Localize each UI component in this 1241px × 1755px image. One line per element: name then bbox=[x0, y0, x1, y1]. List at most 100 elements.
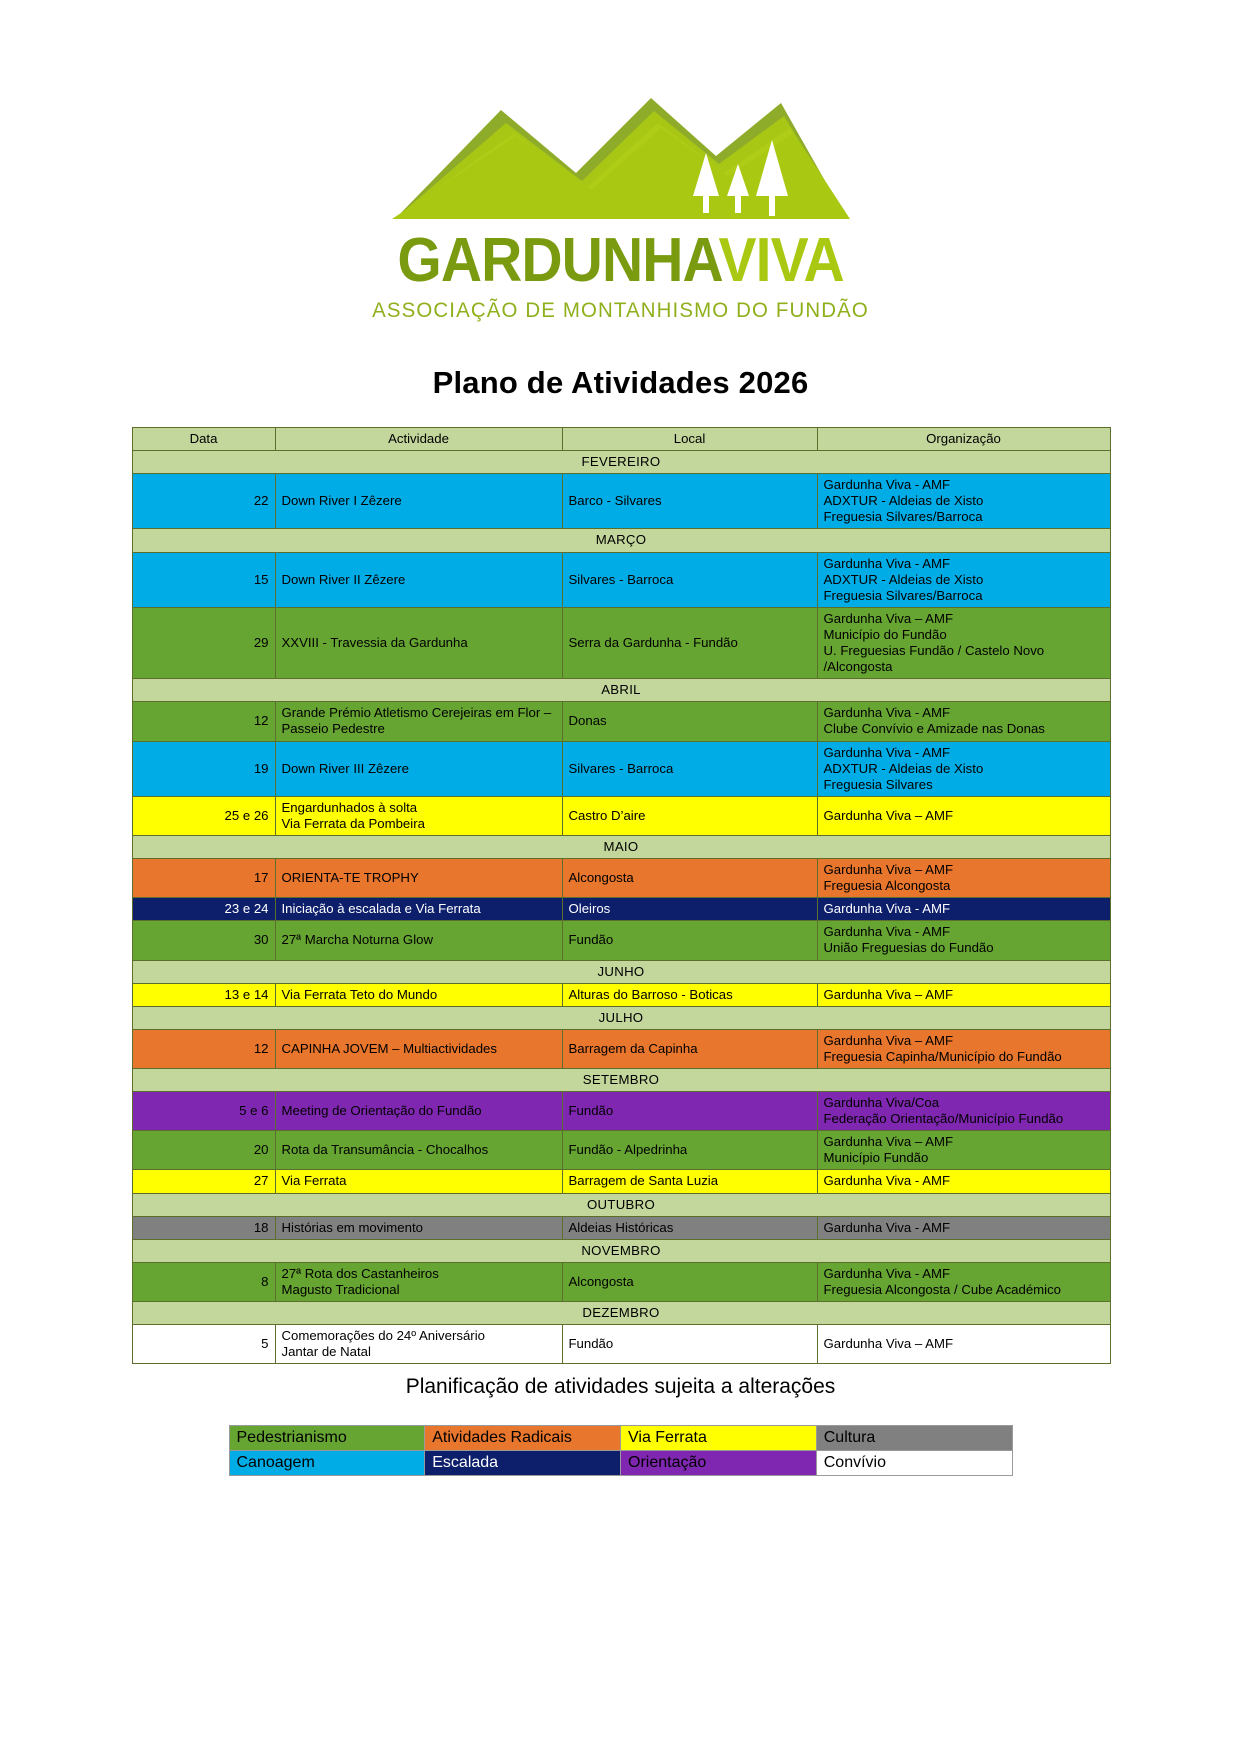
cell-date: 17 bbox=[131, 858, 276, 899]
cell-local: Barco - Silvares bbox=[561, 473, 818, 530]
cell-organization: Gardunha Viva - AMF bbox=[816, 897, 1111, 922]
logo-word-viva: VIVA bbox=[718, 226, 844, 295]
cell-organization: Gardunha Viva – AMF bbox=[816, 1324, 1111, 1365]
table-row: 25 e 26 Engardunhados à solta Via Ferrata… bbox=[131, 795, 1111, 836]
table-footnote: Planificação de atividades sujeita a alt… bbox=[405, 1375, 836, 1399]
month-label: JULHO bbox=[131, 1005, 1111, 1030]
legend-table: Pedestrianismo Atividades Radicais Via Fer… bbox=[228, 1425, 1013, 1477]
cell-activity: Down River II Zêzere bbox=[274, 551, 563, 608]
cell-activity: CAPINHA JOVEM – Multiactividades bbox=[274, 1028, 563, 1070]
cell-activity: Engardunhados à solta Via Ferrata da Pom… bbox=[274, 795, 563, 836]
logo-block: GARDUNHAVIVA ASSOCIAÇÃO DE MONTANHISMO D… bbox=[0, 0, 1241, 323]
cell-organization: Gardunha Viva - AMF Clube Convívio e Ami… bbox=[816, 701, 1111, 742]
cell-organization: Gardunha Viva – AMF bbox=[816, 795, 1111, 836]
logo-subtitle: ASSOCIAÇÃO DE MONTANHISMO DO FUNDÃO bbox=[372, 298, 869, 322]
table-row: 18 Histórias em movimento Aldeias Históric… bbox=[131, 1215, 1111, 1240]
month-separator-row: OUTUBRO bbox=[131, 1192, 1111, 1217]
cell-date: 12 bbox=[131, 701, 276, 742]
table-row: 23 e 24 Iniciação à escalada e Via Ferrat… bbox=[131, 897, 1111, 922]
table-row: 5 Comemorações do 24º Aniversário Jantar … bbox=[131, 1324, 1111, 1365]
legend-wrapper: Pedestrianismo Atividades Radicais Via Fer… bbox=[228, 1425, 1013, 1477]
table-row: 5 e 6 Meeting de Orientação do Fundão Fund… bbox=[131, 1091, 1111, 1132]
legend-item-canoagem: Canoagem bbox=[228, 1450, 426, 1477]
cell-activity: Rota da Transumância - Chocalhos bbox=[274, 1130, 563, 1171]
table-row: 30 27ª Marcha Noturna Glow Fundão Gardunha … bbox=[131, 920, 1111, 961]
cell-activity: XXVIII - Travessia da Gardunha bbox=[274, 606, 563, 680]
table-row: 15 Down River II Zêzere Silvares - Barroca… bbox=[131, 551, 1111, 608]
column-header: Actividade bbox=[274, 426, 563, 452]
logo-wordmark: GARDUNHAVIVA bbox=[397, 230, 844, 292]
cell-organization: Gardunha Viva - AMF bbox=[816, 1215, 1111, 1240]
activities-table-wrapper: Data Actividade Local Organização FEVEREIRO 2… bbox=[131, 426, 1111, 1365]
month-separator-row: JUNHO bbox=[131, 959, 1111, 984]
table-row: 22 Down River I Zêzere Barco - Silvares Gar… bbox=[131, 473, 1111, 530]
column-header: Organização bbox=[816, 426, 1111, 452]
cell-local: Fundão bbox=[561, 1324, 818, 1365]
cell-local: Fundão - Alpedrinha bbox=[561, 1130, 818, 1171]
cell-activity: Via Ferrata bbox=[274, 1169, 563, 1194]
table-row: 8 27ª Rota dos Castanheiros Magusto Tradi… bbox=[131, 1261, 1111, 1303]
cell-organization: Gardunha Viva – AMF Freguesia Capinha/Mu… bbox=[816, 1028, 1111, 1070]
legend-item-radicais: Atividades Radicais bbox=[424, 1425, 621, 1452]
legend-item-escalada: Escalada bbox=[424, 1450, 621, 1477]
month-separator-row: ABRIL bbox=[131, 678, 1111, 703]
month-label: MARÇO bbox=[131, 528, 1111, 553]
cell-organization: Gardunha Viva/Coa Federação Orientação/M… bbox=[816, 1091, 1111, 1132]
cell-local: Alcongosta bbox=[561, 858, 818, 899]
cell-local: Alturas do Barroso - Boticas bbox=[561, 982, 818, 1007]
cell-activity: Iniciação à escalada e Via Ferrata bbox=[274, 897, 563, 922]
table-row: 12 Grande Prémio Atletismo Cerejeiras em … bbox=[131, 701, 1111, 742]
table-row: 27 Via Ferrata Barragem de Santa Luzia Gard… bbox=[131, 1169, 1111, 1194]
cell-organization: Gardunha Viva - AMF ADXTUR - Aldeias de … bbox=[816, 551, 1111, 608]
legend-row: Pedestrianismo Atividades Radicais Via Fer… bbox=[228, 1425, 1013, 1452]
month-label: SETEMBRO bbox=[131, 1067, 1111, 1093]
month-label: NOVEMBRO bbox=[131, 1238, 1111, 1263]
page-title: Plano de Atividades 2026 bbox=[432, 365, 809, 400]
cell-organization: Gardunha Viva - AMF ADXTUR - Aldeias de … bbox=[816, 473, 1111, 530]
cell-activity: Histórias em movimento bbox=[274, 1215, 563, 1240]
activities-table: Data Actividade Local Organização FEVEREIRO 2… bbox=[131, 426, 1111, 1365]
table-row: 19 Down River III Zêzere Silvares - Barroc… bbox=[131, 740, 1111, 797]
logo-word-gardunha: GARDUNHA bbox=[397, 226, 719, 295]
cell-activity: ORIENTA-TE TROPHY bbox=[274, 858, 563, 899]
cell-local: Serra da Gardunha - Fundão bbox=[561, 606, 818, 680]
table-row: 13 e 14 Via Ferrata Teto do Mundo Alturas … bbox=[131, 982, 1111, 1007]
cell-organization: Gardunha Viva - AMF União Freguesias do … bbox=[816, 920, 1111, 961]
cell-date: 30 bbox=[131, 920, 276, 961]
cell-local: Barragem da Capinha bbox=[561, 1028, 818, 1070]
cell-activity: Grande Prémio Atletismo Cerejeiras em Fl… bbox=[274, 701, 563, 742]
column-header: Data bbox=[131, 426, 276, 452]
cell-organization: Gardunha Viva – AMF Freguesia Alcongosta bbox=[816, 858, 1111, 899]
legend-item-orientacao: Orientação bbox=[620, 1450, 817, 1477]
month-label: JUNHO bbox=[131, 959, 1111, 984]
cell-activity: 27ª Rota dos Castanheiros Magusto Tradic… bbox=[274, 1261, 563, 1303]
cell-local: Fundão bbox=[561, 1091, 818, 1132]
cell-local: Barragem de Santa Luzia bbox=[561, 1169, 818, 1194]
cell-organization: Gardunha Viva – AMF Município Fundão bbox=[816, 1130, 1111, 1171]
cell-date: 29 bbox=[131, 606, 276, 680]
month-separator-row: FEVEREIRO bbox=[131, 450, 1111, 475]
cell-activity: 27ª Marcha Noturna Glow bbox=[274, 920, 563, 961]
month-separator-row: JULHO bbox=[131, 1005, 1111, 1030]
cell-local: Castro D’aire bbox=[561, 795, 818, 836]
cell-activity: Comemorações do 24º Aniversário Jantar d… bbox=[274, 1324, 563, 1365]
cell-date: 8 bbox=[131, 1261, 276, 1303]
cell-local: Oleiros bbox=[561, 897, 818, 922]
cell-activity: Meeting de Orientação do Fundão bbox=[274, 1091, 563, 1132]
month-separator-row: MAIO bbox=[131, 834, 1111, 860]
month-label: FEVEREIRO bbox=[131, 450, 1111, 475]
month-separator-row: MARÇO bbox=[131, 528, 1111, 553]
cell-date: 18 bbox=[131, 1215, 276, 1240]
cell-activity: Via Ferrata Teto do Mundo bbox=[274, 982, 563, 1007]
cell-local: Silvares - Barroca bbox=[561, 551, 818, 608]
column-header: Local bbox=[561, 426, 818, 452]
cell-date: 15 bbox=[131, 551, 276, 608]
cell-local: Fundão bbox=[561, 920, 818, 961]
legend-item-convivio: Convívio bbox=[815, 1450, 1013, 1477]
cell-activity: Down River III Zêzere bbox=[274, 740, 563, 797]
mountain-with-trees-icon bbox=[391, 98, 850, 219]
cell-date: 25 e 26 bbox=[131, 795, 276, 836]
table-row: 17 ORIENTA-TE TROPHY Alcongosta Gardunha Vi… bbox=[131, 858, 1111, 899]
cell-organization: Gardunha Viva – AMF Município do Fundão … bbox=[816, 606, 1111, 680]
